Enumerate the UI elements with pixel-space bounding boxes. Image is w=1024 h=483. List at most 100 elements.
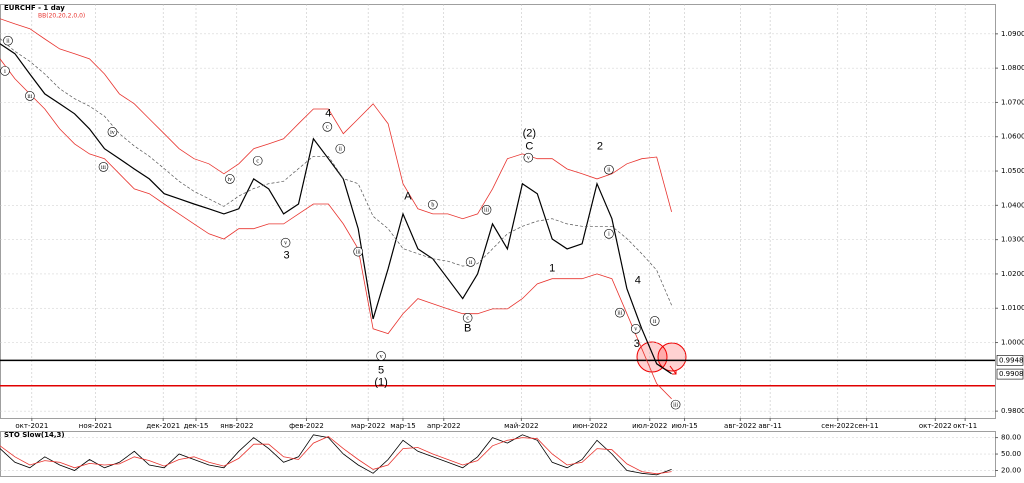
x-tick-label: дек-2021 <box>146 422 180 430</box>
wave-label: iii <box>356 250 361 256</box>
annotation-circle <box>481 204 492 215</box>
wave-label: ii <box>653 319 657 325</box>
y-tick-label: 1.0600 <box>1001 133 1024 141</box>
wave-label: B <box>464 323 471 335</box>
wave-label: iii <box>101 165 106 171</box>
wave-label: iii <box>617 311 622 317</box>
y-tick-label: 1.0100 <box>1001 304 1024 312</box>
chart-title: EURCHF - 1 day <box>4 4 65 12</box>
wave-label: (1) <box>374 377 387 389</box>
arrow <box>669 365 677 375</box>
x-tick-label: окт-11 <box>953 422 977 430</box>
annotation-circle <box>376 351 386 361</box>
wave-label: iv <box>110 130 115 136</box>
x-tick-label: апр-2022 <box>427 422 461 430</box>
y-tick-label: 1.0200 <box>1001 270 1024 278</box>
annotation-circle <box>107 127 118 137</box>
wave-label: c <box>256 159 259 165</box>
series-line <box>0 38 672 306</box>
x-tick-label: июл-15 <box>671 422 697 430</box>
wave-label: C <box>525 141 533 153</box>
annotation-circle <box>25 91 35 101</box>
annotation-circle <box>335 143 346 154</box>
annotation-circle <box>604 164 614 175</box>
x-tick-label: сен-11 <box>855 422 879 430</box>
x-tick-label: окт-2021 <box>15 422 48 430</box>
y-tick-label: 1.0400 <box>1001 201 1024 209</box>
wave-label: c <box>326 125 329 131</box>
wave-label: 2 <box>597 141 603 153</box>
annotation-circle <box>428 199 438 210</box>
y-tick-label: 1.0300 <box>1001 236 1024 244</box>
annotation-circle <box>353 246 364 257</box>
wave-label: c <box>466 316 469 322</box>
annotation-circle <box>322 121 333 132</box>
highlight-circle <box>657 342 687 372</box>
annotation-circle <box>631 324 641 334</box>
price-tag <box>996 368 1024 380</box>
wave-label: ii <box>607 168 611 174</box>
wave-label: b <box>431 203 434 209</box>
annotation-circle <box>670 399 681 410</box>
price-tag-label: 0.9908 <box>999 370 1024 378</box>
annotation-circle <box>462 313 473 323</box>
annotation-circle <box>3 35 13 46</box>
wave-label: v <box>527 156 530 162</box>
wave-label: ii <box>6 39 10 45</box>
wave-label: 4 <box>325 108 331 120</box>
y-tick-label: 0.9800 <box>1001 407 1024 415</box>
x-tick-label: авг-2022 <box>724 422 756 430</box>
wave-label: v <box>634 327 637 333</box>
annotation-circle <box>225 174 235 184</box>
wave-label: 1 <box>549 263 555 275</box>
wave-label: i <box>4 69 6 75</box>
wave-label: v <box>284 241 287 247</box>
x-tick-label: фев-2022 <box>289 422 324 430</box>
wave-label: 4 <box>635 275 641 287</box>
y-tick-label: 1.0800 <box>1001 64 1024 72</box>
x-tick-label: ноя-2021 <box>79 422 112 430</box>
annotation-circle <box>615 307 625 318</box>
y-tick-label: 20.00 <box>1001 467 1021 475</box>
x-tick-label: дек-15 <box>184 422 209 430</box>
x-tick-label: мар-15 <box>390 422 415 430</box>
series-line <box>0 18 672 220</box>
x-tick-label: мар-2022 <box>351 422 385 430</box>
wave-label: 5 <box>378 365 384 377</box>
x-tick-label: сен-2022 <box>821 422 854 430</box>
x-tick-label: янв-2022 <box>220 422 253 430</box>
x-tick-label: окт-2022 <box>919 422 952 430</box>
wave-label: 3 <box>634 338 640 350</box>
annotation-circle <box>280 237 291 248</box>
wave-label: iii <box>27 94 32 100</box>
wave-label: ii <box>339 147 343 153</box>
wave-label: 3 <box>283 250 289 262</box>
wave-label: iv <box>228 177 233 183</box>
wave-label: ii <box>469 260 473 266</box>
annotation-circle <box>523 152 534 163</box>
y-tick-label: 1.0700 <box>1001 98 1024 106</box>
chart-title: STO Slow(14,3) <box>4 431 65 439</box>
series-line <box>0 43 672 375</box>
wave-label: i <box>608 232 610 238</box>
y-tick-label: 50.00 <box>1001 450 1021 458</box>
y-tick-label: 1.0000 <box>1001 339 1024 347</box>
wave-label: A <box>404 191 412 203</box>
annotation-circle <box>252 155 263 166</box>
wave-label: iii <box>673 402 678 408</box>
y-tick-label: 1.0900 <box>1001 30 1024 38</box>
wave-label: iii <box>484 208 489 214</box>
series-line <box>0 58 672 400</box>
series-line <box>0 434 672 476</box>
x-tick-label: июл-2022 <box>632 422 667 430</box>
y-tick-label: 80.00 <box>1001 434 1021 442</box>
price-tag-label: 0.9948 <box>999 356 1024 364</box>
annotation-circle <box>0 66 10 76</box>
price-tag <box>996 355 1024 366</box>
x-tick-label: май-2022 <box>504 422 538 430</box>
wave-label: (2) <box>523 128 536 140</box>
annotation-circle <box>649 316 660 326</box>
plot-frame <box>0 4 996 419</box>
series-line <box>0 436 672 475</box>
